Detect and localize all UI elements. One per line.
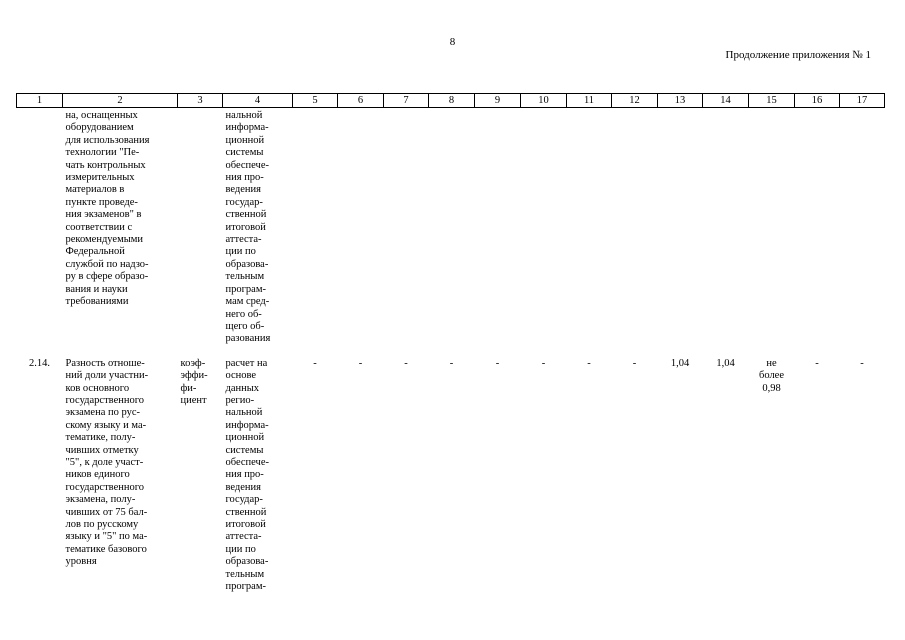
table-cell	[567, 108, 612, 348]
column-header: 16	[794, 93, 840, 108]
table-cell: -	[541, 357, 546, 369]
table-cell: на, оснащенных оборудованием для использ…	[65, 110, 150, 308]
table-cell: расчет на основе данных регио- нальной и…	[225, 357, 270, 593]
table-cell	[384, 108, 429, 348]
table-cell	[795, 108, 840, 348]
column-header: 3	[177, 93, 223, 108]
table-cell: не более 0,98	[758, 357, 784, 394]
table-cell: 2.14.	[29, 357, 50, 369]
column-header: 1	[16, 93, 63, 108]
table-cell	[840, 108, 885, 348]
table-cell: 1,04	[716, 357, 735, 369]
column-header: 4	[222, 93, 293, 108]
column-header: 7	[383, 93, 429, 108]
column-header: 6	[337, 93, 384, 108]
table-cell	[749, 108, 795, 348]
column-header: 13	[657, 93, 703, 108]
column-header: 2	[62, 93, 178, 108]
table-cell: -	[449, 357, 454, 369]
table-cell	[703, 108, 749, 348]
table-cell	[658, 108, 703, 348]
column-header: 12	[611, 93, 658, 108]
table-cell: -	[404, 357, 408, 369]
table-cell: коэф- эффи- фи- циент	[180, 357, 208, 406]
column-header: 9	[474, 93, 521, 108]
table-cell: нальной информа- ционной системы обеспеч…	[225, 110, 271, 345]
header-row: 1 2 3 4 5 6 7 8 9 10 11 12 13 14 15 16 17	[16, 93, 885, 108]
table-cell	[475, 108, 521, 348]
column-header: 14	[702, 93, 749, 108]
column-header: 11	[566, 93, 612, 108]
table-cell	[293, 108, 338, 348]
table-cell: 1,04	[670, 357, 690, 369]
table-cell: -	[860, 357, 864, 369]
table-cell: -	[313, 357, 317, 369]
column-header: 8	[428, 93, 475, 108]
table-cell	[612, 108, 658, 348]
table-cell	[17, 108, 63, 348]
table-cell: -	[815, 357, 819, 369]
column-header: 17	[839, 93, 885, 108]
table-cell	[521, 108, 567, 348]
table-cell	[178, 108, 223, 348]
table-cell: -	[587, 357, 591, 369]
table-row: 2.14. Разность отноше- ний доли участни- …	[17, 348, 885, 596]
column-header: 15	[748, 93, 795, 108]
column-header: 10	[520, 93, 567, 108]
table-cell: -	[495, 357, 500, 369]
table-row: на, оснащенных оборудованием для использ…	[17, 108, 885, 348]
column-header: 5	[292, 93, 338, 108]
appendix-table: 1 2 3 4 5 6 7 8 9 10 11 12 13 14 15 16 17 на, оснащенных…	[16, 93, 885, 595]
page-number: 8	[449, 36, 456, 48]
table-cell: -	[358, 357, 363, 369]
continuation-label: Продолжение приложения № 1	[725, 49, 871, 61]
table-cell: -	[632, 357, 637, 369]
table-cell	[429, 108, 475, 348]
table-cell: Разность отноше- ний доли участни- ков о…	[65, 357, 149, 568]
table-cell	[338, 108, 384, 348]
